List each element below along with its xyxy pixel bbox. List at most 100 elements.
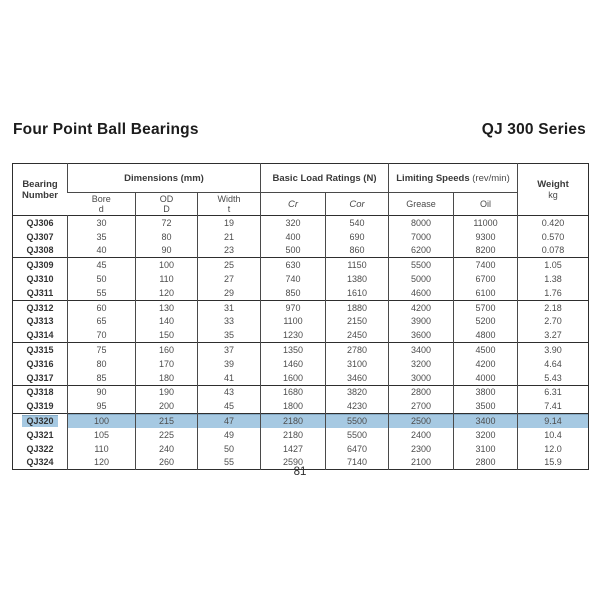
table-row: QJ308 40 90 23 500 860 6200 8200 0.078 xyxy=(13,243,589,258)
bearing-number-cell: QJ320 xyxy=(13,414,68,428)
value-cell: 85 xyxy=(67,370,136,386)
value-cell: 1.05 xyxy=(517,257,589,273)
bearing-number-cell: QJ324 xyxy=(13,456,68,470)
series-label: QJ 300 Series xyxy=(481,121,586,138)
cell-text: 12.0 xyxy=(544,443,562,454)
value-cell: 170 xyxy=(135,356,198,371)
value-cell: 3820 xyxy=(325,385,389,400)
cell-text: 4800 xyxy=(475,330,496,341)
row-group: QJ312 60 130 31 970 1880 4200 5700 2.18 QJ313 65 14… xyxy=(12,300,589,343)
value-cell: 0.078 xyxy=(517,243,589,258)
table-row: QJ319 95 200 45 1800 4230 2700 3500 7.41 xyxy=(13,399,589,414)
bearing-number-cell: QJ318 xyxy=(13,385,68,399)
cell-text: 10.4 xyxy=(544,429,562,440)
value-cell: 31 xyxy=(197,300,261,315)
value-cell: 90 xyxy=(67,385,136,400)
value-cell: 4600 xyxy=(388,285,454,301)
header-dimensions: Dimensions (mm) xyxy=(67,163,261,193)
value-cell: 1460 xyxy=(260,356,326,371)
cell-text: 860 xyxy=(349,245,365,256)
table-row: QJ313 65 140 33 1100 2150 3900 5200 2.70 xyxy=(13,314,589,329)
page-header: Four Point Ball Bearings QJ 300 Series xyxy=(13,121,586,139)
cell-text: 30 xyxy=(96,217,107,228)
cell-text: 47 xyxy=(223,416,234,427)
value-cell: 0.570 xyxy=(517,229,589,244)
cell-text: 130 xyxy=(158,302,175,313)
value-cell: 160 xyxy=(135,342,198,357)
value-cell: 7400 xyxy=(453,257,518,273)
value-cell: 180 xyxy=(135,370,198,386)
value-cell: 1150 xyxy=(325,257,389,273)
cell-text: 35 xyxy=(223,330,234,341)
value-cell: 39 xyxy=(197,356,261,371)
cell-text: QJ310 xyxy=(26,274,54,285)
value-cell: 3100 xyxy=(453,441,518,456)
cell-text: 11000 xyxy=(473,217,498,228)
bearing-number-cell: QJ308 xyxy=(13,244,68,258)
value-cell: 260 xyxy=(135,455,198,470)
cell-text: 40 xyxy=(96,245,107,256)
cell-text: 5200 xyxy=(475,316,496,327)
cell-text: 4230 xyxy=(346,401,368,412)
cell-text: 540 xyxy=(349,217,365,228)
header-oil: Oil xyxy=(453,192,518,216)
cell-text: 31 xyxy=(223,302,234,313)
value-cell: 6.31 xyxy=(517,385,589,400)
cell-text: 90 xyxy=(96,387,107,398)
cell-text: 9300 xyxy=(475,231,496,242)
table-row: QJ309 45 100 25 630 1150 5500 7400 1.05 xyxy=(13,257,589,273)
page-title: Four Point Ball Bearings xyxy=(13,121,199,138)
value-cell: 2100 xyxy=(388,455,454,470)
value-cell: 500 xyxy=(260,243,326,258)
value-cell: 630 xyxy=(260,257,326,273)
cell-text: 49 xyxy=(223,429,234,440)
value-cell: 4500 xyxy=(453,342,518,357)
cell-text: 19 xyxy=(223,217,234,228)
cell-text: 27 xyxy=(223,274,234,285)
value-cell: 4000 xyxy=(453,370,518,386)
value-cell: 90 xyxy=(135,243,198,258)
value-cell: 35 xyxy=(197,328,261,343)
value-cell: 1427 xyxy=(260,441,326,456)
cell-text: 400 xyxy=(285,231,301,242)
cell-text: 105 xyxy=(93,429,110,440)
cell-text: 90 xyxy=(161,245,172,256)
bearings-table: Bearing Number Dimensions (mm) Basic Loa… xyxy=(12,163,589,471)
cell-text: 6.31 xyxy=(544,387,562,398)
bearing-number-cell: QJ321 xyxy=(13,428,68,442)
cell-text: 5.43 xyxy=(544,372,562,383)
cell-text: QJ319 xyxy=(26,401,54,412)
cell-text: 3820 xyxy=(346,387,368,398)
header-bearing-number-label: Bearing Number xyxy=(22,178,58,201)
cell-text: 85 xyxy=(96,372,107,383)
value-cell: 40 xyxy=(67,243,136,258)
value-cell: 740 xyxy=(260,272,326,286)
cell-text: 2500 xyxy=(410,416,432,427)
cell-text: 80 xyxy=(96,358,107,369)
value-cell: 3800 xyxy=(453,385,518,400)
cell-text: 29 xyxy=(223,287,234,298)
cell-text: 3.27 xyxy=(544,330,562,341)
value-cell: 215 xyxy=(135,413,198,428)
cell-text: 4200 xyxy=(475,358,496,369)
value-cell: 55 xyxy=(67,285,136,301)
cell-text: 7400 xyxy=(475,260,496,271)
cell-text: 0.078 xyxy=(541,245,565,256)
cell-text: QJ317 xyxy=(26,372,54,383)
cell-text: 1350 xyxy=(282,345,304,356)
row-group: QJ315 75 160 37 1350 2780 3400 4500 3.90 QJ316 80 1… xyxy=(12,342,589,386)
value-cell: 2300 xyxy=(388,441,454,456)
cell-text: 3400 xyxy=(475,416,496,427)
cell-text: 180 xyxy=(158,372,175,383)
cell-text: 3.90 xyxy=(544,345,562,356)
table-row: QJ315 75 160 37 1350 2780 3400 4500 3.90 xyxy=(13,342,589,357)
bearing-number-cell: QJ311 xyxy=(13,286,68,300)
cell-text: 2780 xyxy=(346,345,368,356)
value-cell: 2590 xyxy=(260,455,326,470)
cell-text: QJ313 xyxy=(26,316,54,327)
value-cell: 5500 xyxy=(325,427,389,442)
value-cell: 2700 xyxy=(388,399,454,414)
value-cell: 3460 xyxy=(325,370,389,386)
cell-text: 4.64 xyxy=(544,358,562,369)
value-cell: 225 xyxy=(135,427,198,442)
